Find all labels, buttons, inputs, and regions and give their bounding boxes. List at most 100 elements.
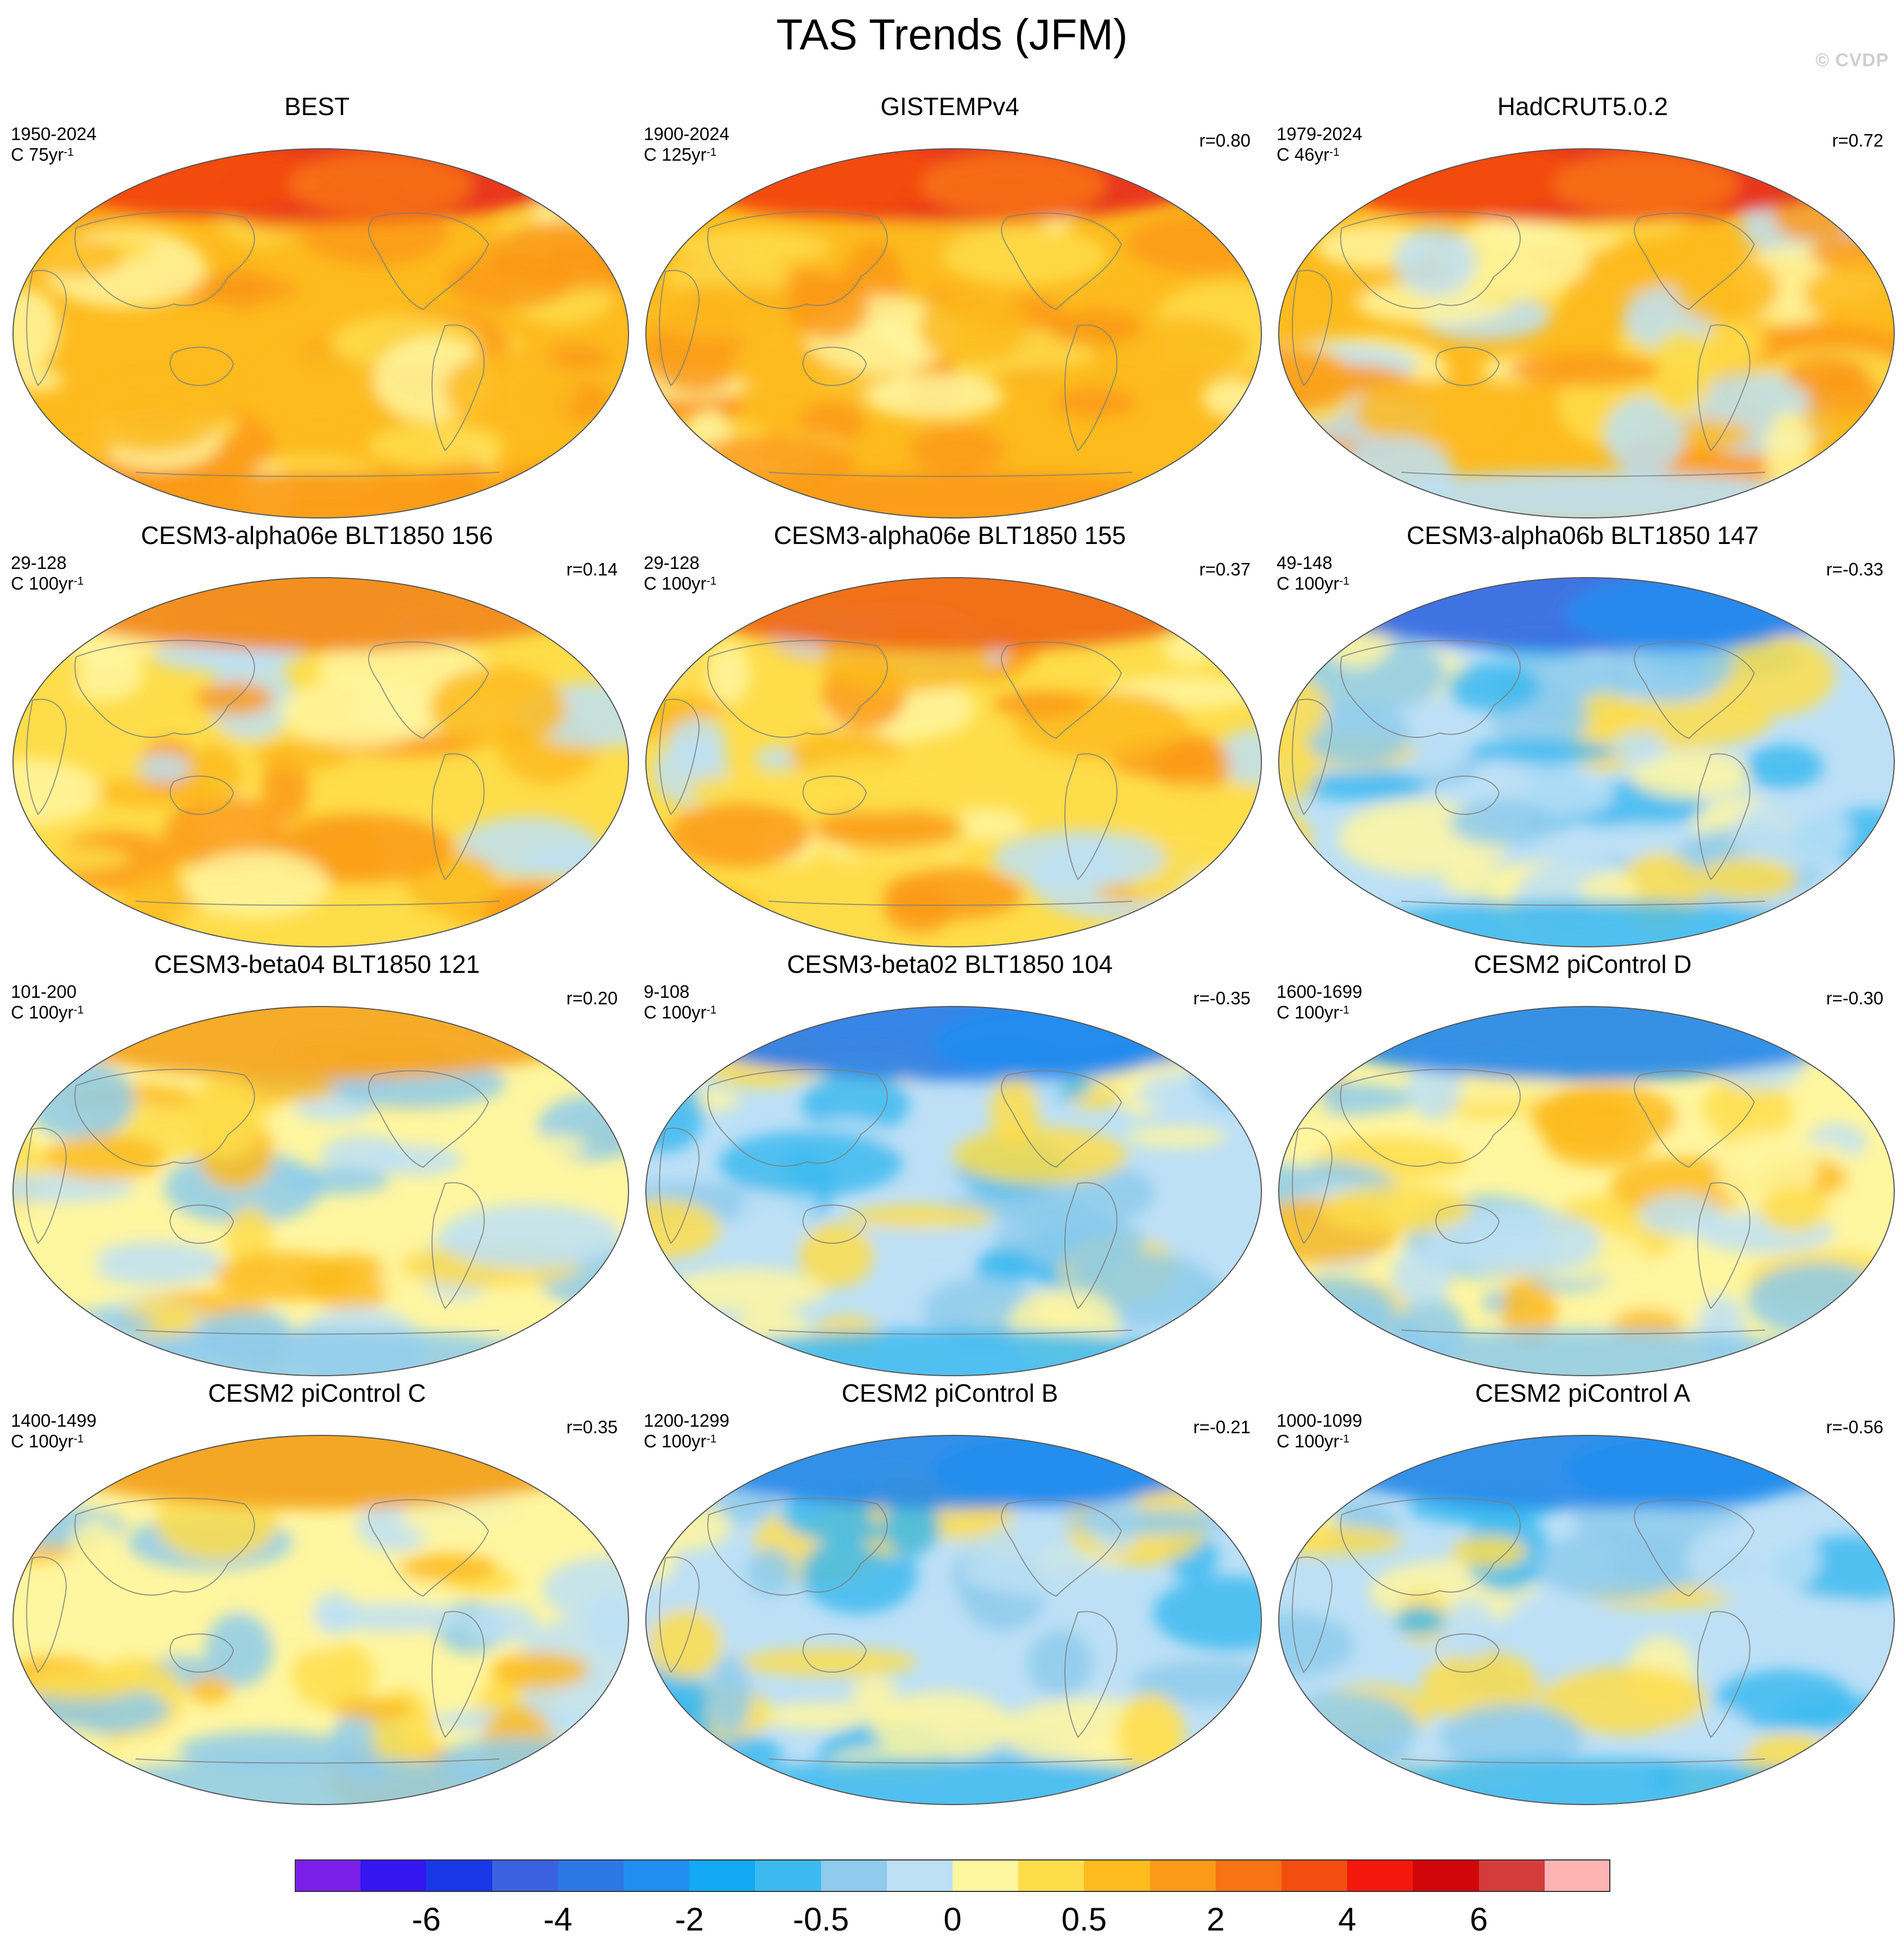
- map-panel: GISTEMPv4 1900-2024 C 125yr-1 r=0.80: [633, 92, 1267, 521]
- panel-units: C 100yr-1: [1277, 1002, 1349, 1023]
- pattern-correlation: r=0.72: [1832, 130, 1884, 150]
- colorbar-label: 6: [1469, 1901, 1488, 1938]
- units-base: C 75yr: [11, 144, 64, 164]
- colorbar-label: 0: [943, 1901, 962, 1938]
- trend-map: [12, 577, 629, 947]
- units-exponent: -1: [1329, 146, 1340, 159]
- colorbar-label: -6: [411, 1901, 441, 1938]
- map-panel: CESM2 piControl B 1200-1299 C 100yr-1 r=-0.…: [633, 1379, 1267, 1808]
- panel-years: 1600-1699: [1277, 982, 1362, 1002]
- panel-units: C 100yr-1: [11, 1431, 84, 1452]
- figure-title: TAS Trends (JFM): [776, 10, 1128, 59]
- colorbar-swatch: [360, 1859, 427, 1892]
- units-exponent: -1: [706, 1004, 717, 1016]
- colorbar-swatch: [1347, 1859, 1413, 1892]
- map-panel: HadCRUT5.0.2 1979-2024 C 46yr-1 r=0.72: [1266, 92, 1900, 521]
- units-base: C 100yr: [1277, 1431, 1340, 1451]
- panel-units: C 100yr-1: [1277, 1431, 1349, 1452]
- map-panel: CESM3-alpha06b BLT1850 147 49-148 C 100yr-…: [1266, 521, 1900, 950]
- units-exponent: -1: [1339, 575, 1350, 587]
- trend-map: [1278, 577, 1895, 947]
- panel-units: C 100yr-1: [644, 1431, 716, 1452]
- map-panel: CESM3-alpha06e BLT1850 155 29-128 C 100yr-…: [633, 521, 1267, 950]
- panel-units: C 100yr-1: [644, 573, 716, 594]
- units-exponent: -1: [73, 1004, 84, 1016]
- units-base: C 46yr: [1277, 144, 1330, 164]
- panel-title: CESM3-beta04 BLT1850 121: [154, 950, 480, 978]
- colorbar: [295, 1859, 1611, 1892]
- units-exponent: -1: [706, 146, 717, 159]
- trend-map: [12, 148, 629, 518]
- colorbar-swatch: [557, 1859, 624, 1892]
- colorbar-label: -2: [675, 1901, 704, 1938]
- colorbar-swatch: [953, 1859, 1019, 1892]
- colorbar-swatch: [624, 1859, 690, 1892]
- colorbar-swatch: [1018, 1859, 1084, 1892]
- units-base: C 100yr: [11, 573, 74, 593]
- pattern-correlation: r=0.20: [566, 988, 618, 1008]
- units-exponent: -1: [1339, 1433, 1350, 1445]
- colorbar-swatch: [1478, 1859, 1545, 1892]
- panel-years: 9-108: [644, 982, 690, 1002]
- pattern-correlation: r=0.37: [1199, 559, 1251, 579]
- panel-years: 29-128: [11, 553, 67, 573]
- pattern-correlation: r=-0.35: [1193, 988, 1251, 1008]
- panel-units: C 100yr-1: [1277, 573, 1349, 594]
- colorbar-label: 0.5: [1061, 1901, 1107, 1938]
- colorbar-label: -4: [543, 1901, 573, 1938]
- panel-years: 1979-2024: [1277, 124, 1362, 144]
- panel-units: C 46yr-1: [1277, 144, 1340, 165]
- map-panel: CESM3-alpha06e BLT1850 156 29-128 C 100yr-…: [0, 521, 634, 950]
- units-exponent: -1: [73, 1433, 84, 1445]
- colorbar-swatch: [689, 1859, 756, 1892]
- colorbar-swatch: [1281, 1859, 1348, 1892]
- panel-title: CESM3-alpha06e BLT1850 155: [773, 521, 1126, 549]
- panel-years: 1000-1099: [1277, 1410, 1362, 1431]
- units-base: C 100yr: [644, 1002, 707, 1022]
- trend-map: [645, 577, 1262, 947]
- trend-map: [1278, 1006, 1895, 1376]
- panel-title: CESM2 piControl B: [841, 1379, 1058, 1407]
- units-base: C 100yr: [11, 1431, 74, 1451]
- units-base: C 100yr: [1277, 1002, 1340, 1022]
- panel-title: CESM2 piControl A: [1475, 1379, 1691, 1407]
- colorbar-swatch: [426, 1859, 493, 1892]
- colorbar-swatch: [1544, 1859, 1611, 1892]
- panel-units: C 100yr-1: [644, 1002, 716, 1023]
- pattern-correlation: r=0.35: [566, 1417, 618, 1437]
- colorbar-swatch: [492, 1859, 558, 1892]
- units-exponent: -1: [73, 575, 84, 587]
- colorbar-label: -0.5: [792, 1901, 849, 1938]
- panel-years: 1400-1499: [11, 1410, 97, 1431]
- colorbar-swatch: [821, 1859, 887, 1892]
- units-exponent: -1: [1339, 1004, 1350, 1016]
- map-panel: CESM2 piControl A 1000-1099 C 100yr-1 r=-0.…: [1266, 1379, 1900, 1808]
- panel-title: BEST: [284, 92, 350, 121]
- colorbar-swatch: [1413, 1859, 1480, 1892]
- units-base: C 100yr: [1277, 573, 1340, 593]
- panel-title: CESM3-beta02 BLT1850 104: [786, 950, 1113, 978]
- panel-years: 1950-2024: [11, 124, 97, 144]
- panel-years: 1200-1299: [644, 1410, 729, 1431]
- panel-years: 1900-2024: [644, 124, 729, 144]
- panel-years: 29-128: [644, 553, 700, 573]
- pattern-correlation: r=-0.21: [1193, 1417, 1251, 1437]
- units-base: C 125yr: [644, 144, 707, 164]
- map-panel: CESM3-beta04 BLT1850 121 101-200 C 100yr-1…: [0, 950, 634, 1379]
- units-base: C 100yr: [11, 1002, 74, 1022]
- pattern-correlation: r=0.14: [566, 559, 618, 579]
- pattern-correlation: r=-0.30: [1826, 988, 1883, 1008]
- trend-map: [645, 1006, 1262, 1376]
- colorbar-swatch: [1084, 1859, 1151, 1892]
- trend-map: [645, 148, 1262, 518]
- panel-title: CESM3-alpha06e BLT1850 156: [141, 521, 493, 549]
- colorbar-swatch: [1150, 1859, 1216, 1892]
- units-exponent: -1: [706, 1433, 717, 1445]
- panel-title: HadCRUT5.0.2: [1497, 92, 1668, 121]
- trend-map: [1278, 1435, 1895, 1805]
- colorbar-swatch: [755, 1859, 822, 1892]
- colorbar-label: 2: [1207, 1901, 1225, 1938]
- units-exponent: -1: [64, 146, 74, 159]
- pattern-correlation: r=-0.56: [1826, 1417, 1883, 1437]
- map-panel: BEST 1950-2024 C 75yr-1: [0, 92, 634, 521]
